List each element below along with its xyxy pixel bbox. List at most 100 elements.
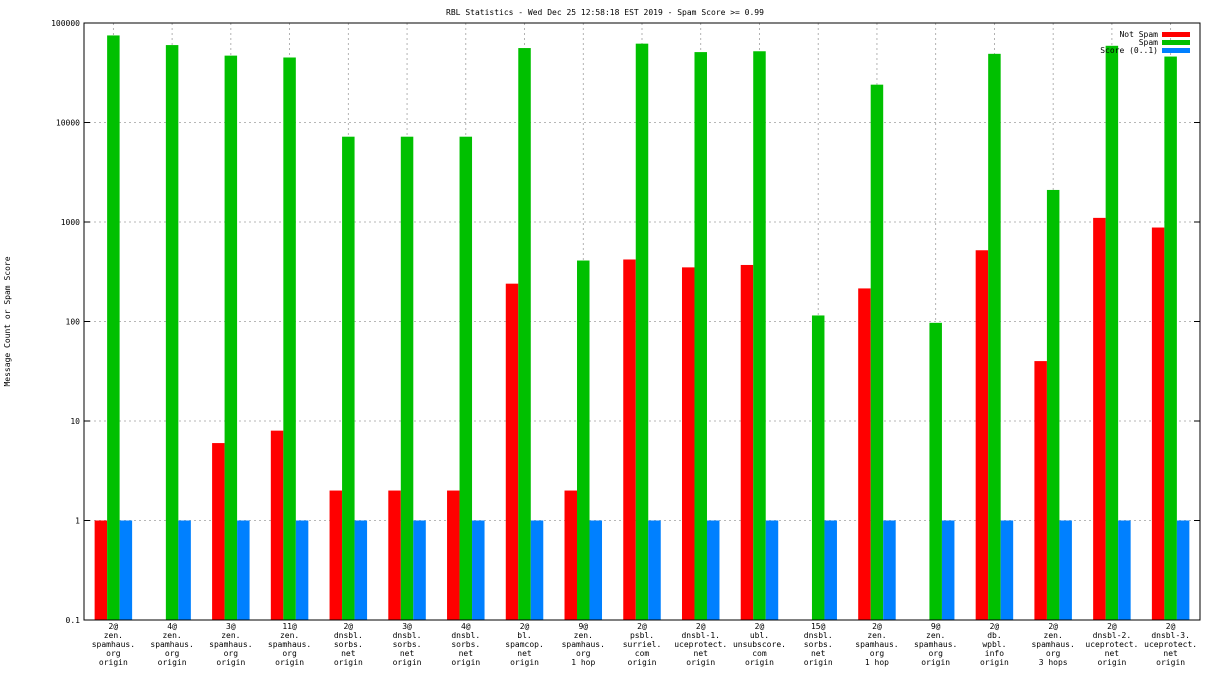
x-tick-label: 11@ zen. spamhaus. org origin — [268, 622, 311, 667]
bar-score-0-1 — [1000, 520, 1014, 620]
bar-not-spam — [681, 267, 695, 620]
x-tick-label-line: spamhaus. — [1031, 640, 1074, 649]
x-tick-label: 9@ zen. spamhaus. org origin — [914, 622, 957, 667]
x-tick-label-line: 2@ — [637, 622, 647, 631]
x-tick-label-line: origin — [451, 658, 480, 667]
x-tick-label-line: net — [1163, 649, 1178, 658]
bar-score-0-1 — [178, 520, 191, 620]
x-tick-label-line: sorbs. — [451, 640, 480, 649]
bar-score-0-1 — [648, 520, 661, 620]
bar-not-spam — [1151, 227, 1165, 620]
plot-frame — [83, 22, 1201, 621]
legend-swatch — [1162, 32, 1190, 37]
x-tick-label-line: dnsbl. — [393, 631, 422, 640]
x-tick-label-line: dnsbl. — [804, 631, 833, 640]
bar-score-0-1 — [765, 520, 779, 620]
bar-not-spam — [329, 490, 343, 620]
x-tick-label-line: origin — [393, 658, 422, 667]
x-tick-label: 4@ dnsbl. sorbs. net origin — [451, 622, 480, 667]
legend-swatch — [1162, 48, 1190, 53]
x-tick-label-line: spamhaus. — [855, 640, 898, 649]
x-tick-label-line: 2@ — [520, 622, 530, 631]
chart-title: RBL Statistics - Wed Dec 25 12:58:18 EST… — [446, 8, 764, 17]
x-tick-label-line: dnsbl. — [334, 631, 363, 640]
y-tick-label: 1 — [75, 517, 80, 526]
x-tick-label-line: org — [870, 649, 885, 658]
y-tick-label: 1000 — [61, 218, 80, 227]
x-tick-label-line: sorbs. — [393, 640, 422, 649]
x-tick-label-line: origin — [628, 658, 657, 667]
x-tick-label-line: psbl. — [630, 631, 654, 640]
y-axis-label: Message Count or Spam Score — [3, 256, 12, 386]
x-tick-label-line: zen. — [1044, 631, 1063, 640]
x-tick-label-line: 4@ — [167, 622, 177, 631]
x-tick-label-line: unsubscore. — [733, 640, 786, 649]
x-tick-label-line: net — [811, 649, 826, 658]
x-tick-label-line: zen. — [104, 631, 123, 640]
x-tick-label-line: 2@ — [109, 622, 119, 631]
x-tick-label-line: zen. — [867, 631, 886, 640]
y-tick-label: 100 — [66, 318, 81, 327]
x-tick-label: 2@ dnsbl. sorbs. net origin — [334, 622, 363, 667]
x-tick-label-line: origin — [921, 658, 950, 667]
x-tick-label-line: 1 hop — [865, 658, 889, 667]
x-tick-label-line: 3 hops — [1039, 658, 1068, 667]
bar-spam — [459, 136, 473, 620]
x-tick-label: 2@ dnsbl-1. uceprotect. net origin — [674, 622, 727, 667]
bar-spam — [165, 45, 179, 620]
legend-label: Score (0..1) — [1100, 46, 1158, 55]
x-tick-label: 2@ zen. spamhaus. org 3 hops — [1031, 622, 1074, 667]
x-tick-label-line: 1 hop — [571, 658, 595, 667]
x-tick-label-line: spamcop. — [505, 640, 544, 649]
x-tick-label-line: origin — [216, 658, 245, 667]
x-tick-label: 2@ dnsbl-3. uceprotect. net origin — [1144, 622, 1197, 667]
bar-spam — [107, 35, 120, 621]
y-tick-label: 100000 — [51, 19, 80, 28]
x-tick-label-line: uceprotect. — [1144, 640, 1197, 649]
x-tick-label-line: net — [459, 649, 474, 658]
x-tick-label-line: 2@ — [872, 622, 882, 631]
bar-score-0-1 — [1176, 520, 1190, 620]
bar-not-spam — [94, 520, 108, 620]
x-tick-label-line: 11@ — [282, 622, 297, 631]
x-tick-label-line: spamhaus. — [92, 640, 135, 649]
x-tick-label: 4@ zen. spamhaus. org origin — [150, 622, 193, 667]
x-tick-label: 9@ zen. spamhaus. org 1 hop — [562, 622, 605, 667]
bar-not-spam — [623, 259, 636, 620]
bar-not-spam — [975, 250, 989, 620]
bar-score-0-1 — [354, 520, 368, 620]
bar-spam — [988, 53, 1001, 620]
legend-swatch — [1162, 40, 1190, 45]
x-tick-label-line: ubl. — [750, 631, 769, 640]
x-tick-label-line: net — [400, 649, 415, 658]
x-tick-label-line: origin — [1156, 658, 1185, 667]
bar-spam — [1105, 45, 1119, 620]
bar-spam — [694, 52, 707, 621]
bar-spam — [224, 55, 238, 620]
bar-not-spam — [740, 264, 754, 620]
bar-spam — [811, 315, 825, 620]
x-tick-label-line: origin — [686, 658, 715, 667]
x-tick-label-line: 3@ — [402, 622, 412, 631]
legend-label: Not Spam — [1119, 30, 1158, 39]
x-tick-label-line: sorbs. — [804, 640, 833, 649]
x-tick-label-line: wpbl. — [982, 640, 1006, 649]
x-tick-label-line: zen. — [221, 631, 240, 640]
bar-score-0-1 — [589, 520, 603, 620]
bar-not-spam — [564, 490, 578, 620]
bar-spam — [518, 48, 531, 620]
bar-not-spam — [858, 288, 871, 620]
x-tick-label-line: 15@ — [811, 622, 826, 631]
x-tick-label-line: 2@ — [1166, 622, 1176, 631]
x-tick-label-line: com — [752, 649, 767, 658]
bar-score-0-1 — [413, 520, 426, 620]
x-tick-label-line: 3@ — [226, 622, 236, 631]
bar-score-0-1 — [824, 520, 837, 620]
x-tick-label-line: origin — [980, 658, 1009, 667]
x-tick-label: 2@ zen. spamhaus. org origin — [92, 622, 135, 667]
x-tick-label-line: db. — [987, 631, 1001, 640]
x-tick-label-line: net — [517, 649, 532, 658]
x-tick-label-line: 2@ — [696, 622, 706, 631]
